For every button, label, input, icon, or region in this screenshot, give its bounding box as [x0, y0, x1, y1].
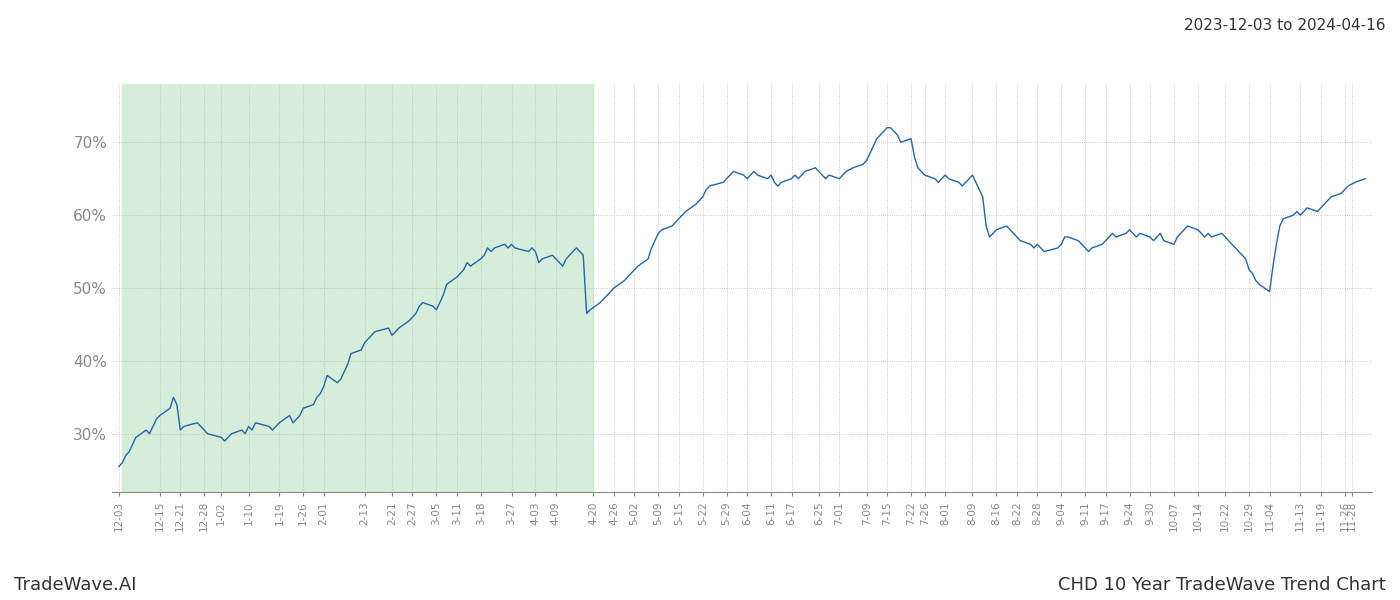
Text: 2023-12-03 to 2024-04-16: 2023-12-03 to 2024-04-16 — [1184, 18, 1386, 33]
Bar — [122, 84, 594, 492]
Text: CHD 10 Year TradeWave Trend Chart: CHD 10 Year TradeWave Trend Chart — [1058, 576, 1386, 594]
Text: TradeWave.AI: TradeWave.AI — [14, 576, 137, 594]
